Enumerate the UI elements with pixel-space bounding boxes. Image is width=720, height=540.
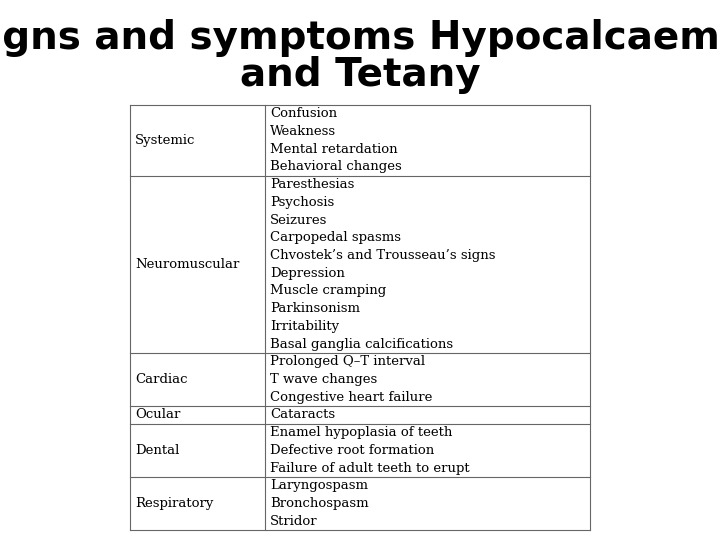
- Text: Enamel hypoplasia of teeth: Enamel hypoplasia of teeth: [270, 426, 452, 439]
- Text: Muscle cramping: Muscle cramping: [270, 285, 386, 298]
- Text: Psychosis: Psychosis: [270, 196, 334, 209]
- Text: Prolonged Q–T interval: Prolonged Q–T interval: [270, 355, 425, 368]
- Text: Signs and symptoms Hypocalcaemia: Signs and symptoms Hypocalcaemia: [0, 19, 720, 57]
- Text: Weakness: Weakness: [270, 125, 336, 138]
- Text: Stridor: Stridor: [270, 515, 318, 528]
- Text: Mental retardation: Mental retardation: [270, 143, 397, 156]
- Text: Irritability: Irritability: [270, 320, 339, 333]
- Text: Paresthesias: Paresthesias: [270, 178, 354, 191]
- Text: Confusion: Confusion: [270, 107, 337, 120]
- Text: and Tetany: and Tetany: [240, 56, 480, 94]
- Text: Neuromuscular: Neuromuscular: [135, 258, 239, 271]
- Text: Dental: Dental: [135, 444, 179, 457]
- Text: Bronchospasm: Bronchospasm: [270, 497, 369, 510]
- Text: Depression: Depression: [270, 267, 345, 280]
- Text: Congestive heart failure: Congestive heart failure: [270, 390, 433, 404]
- Text: Behavioral changes: Behavioral changes: [270, 160, 402, 173]
- Text: Parkinsonism: Parkinsonism: [270, 302, 360, 315]
- Text: Carpopedal spasms: Carpopedal spasms: [270, 231, 401, 244]
- Text: Failure of adult teeth to erupt: Failure of adult teeth to erupt: [270, 462, 469, 475]
- Text: Ocular: Ocular: [135, 408, 181, 421]
- Text: Respiratory: Respiratory: [135, 497, 213, 510]
- Text: Cataracts: Cataracts: [270, 408, 335, 421]
- Text: Cardiac: Cardiac: [135, 373, 187, 386]
- Text: Laryngospasm: Laryngospasm: [270, 479, 368, 492]
- Text: Defective root formation: Defective root formation: [270, 444, 434, 457]
- Text: Seizures: Seizures: [270, 214, 328, 227]
- Text: Chvostek’s and Trousseau’s signs: Chvostek’s and Trousseau’s signs: [270, 249, 495, 262]
- Text: T wave changes: T wave changes: [270, 373, 377, 386]
- Text: Basal ganglia calcifications: Basal ganglia calcifications: [270, 338, 453, 350]
- Text: Systemic: Systemic: [135, 134, 195, 147]
